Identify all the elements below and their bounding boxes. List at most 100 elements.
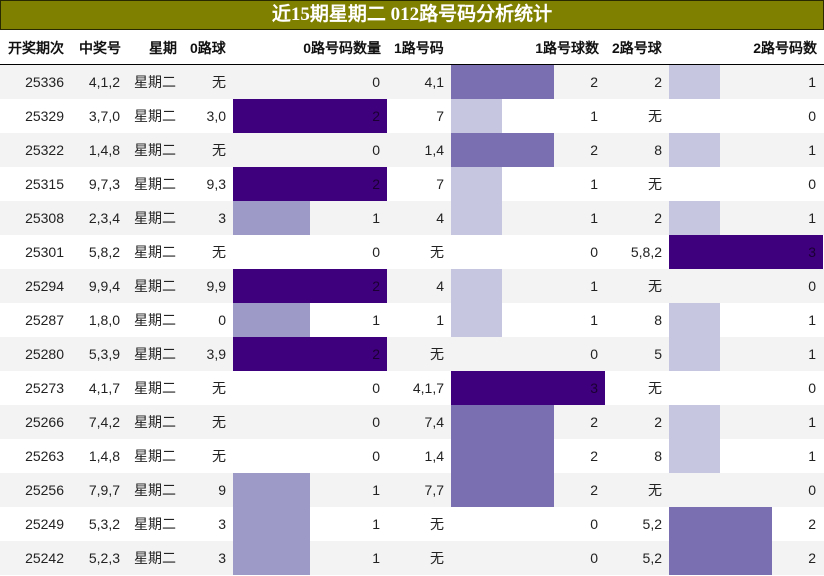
table-title: 近15期星期二 012路号码分析统计: [0, 0, 824, 30]
cell-road1-count: 0: [590, 550, 598, 566]
cell-weekday: 星期二: [134, 482, 176, 498]
cell-period: 25256: [25, 482, 64, 498]
cell-road2-balls: 2: [654, 74, 662, 90]
table-row[interactable]: 25249 5,3,2 星期二 3 1 无 0 5,2 2: [0, 507, 824, 541]
column-header-road1-count[interactable]: 1路号球数: [535, 40, 599, 56]
road1-count-bar: [451, 201, 502, 235]
cell-numbers: 4,1,7: [88, 380, 120, 396]
cell-road2-count: 0: [808, 176, 816, 192]
cell-road0-balls: 9,3: [206, 176, 226, 192]
cell-numbers: 5,8,2: [88, 244, 120, 260]
cell-weekday: 星期二: [134, 278, 176, 294]
road0-count-bar: [233, 269, 387, 303]
cell-road2-balls: 无: [648, 380, 662, 396]
cell-road1-count: 2: [590, 482, 598, 498]
road2-count-bar: [669, 65, 720, 99]
cell-road2-balls: 2: [654, 414, 662, 430]
road1-count-bar: [451, 65, 554, 99]
cell-period: 25336: [25, 74, 64, 90]
cell-road2-balls: 5,2: [642, 550, 662, 566]
road1-count-bar: [451, 133, 554, 167]
cell-weekday: 星期二: [134, 108, 176, 124]
road2-count-bar: [669, 235, 823, 269]
cell-numbers: 5,2,3: [88, 550, 120, 566]
cell-road2-count: 0: [808, 108, 816, 124]
cell-weekday: 星期二: [134, 142, 176, 158]
cell-road0-balls: 无: [212, 380, 226, 396]
cell-road0-balls: 3,0: [206, 108, 226, 124]
table-row[interactable]: 25315 9,7,3 星期二 9,3 2 7 1 无 0: [0, 167, 824, 201]
table-row[interactable]: 25301 5,8,2 星期二 无 0 无 0 5,8,2 3: [0, 235, 824, 269]
cell-weekday: 星期二: [134, 550, 176, 566]
cell-road0-count: 1: [372, 516, 380, 532]
road2-count-bar: [669, 439, 720, 473]
cell-road1-count: 0: [590, 346, 598, 362]
cell-weekday: 星期二: [134, 346, 176, 362]
cell-road0-balls: 3: [218, 550, 226, 566]
cell-road1-balls: 1: [436, 312, 444, 328]
road0-count-bar: [233, 99, 387, 133]
cell-numbers: 5,3,2: [88, 516, 120, 532]
cell-road1-balls: 4: [436, 278, 444, 294]
cell-road2-count: 1: [808, 210, 816, 226]
cell-road2-balls: 8: [654, 142, 662, 158]
cell-road1-balls: 7: [436, 108, 444, 124]
road2-count-bar: [669, 337, 720, 371]
table-header-row: 开奖期次 中奖号 星期 0路球 0路号码数量 1路号码 1路号球数 2路号球 2…: [0, 30, 824, 66]
column-header-road0-count[interactable]: 0路号码数量: [303, 40, 381, 56]
cell-road1-count: 2: [590, 74, 598, 90]
column-header-road0-balls[interactable]: 0路球: [190, 40, 226, 56]
cell-road2-balls: 2: [654, 210, 662, 226]
table-row[interactable]: 25322 1,4,8 星期二 无 0 1,4 2 8 1: [0, 133, 824, 167]
table-row[interactable]: 25256 7,9,7 星期二 9 1 7,7 2 无 0: [0, 473, 824, 507]
road1-count-bar: [451, 303, 502, 337]
cell-numbers: 4,1,2: [88, 74, 120, 90]
cell-period: 25322: [25, 142, 64, 158]
cell-road0-count: 1: [372, 210, 380, 226]
column-header-road2-count[interactable]: 2路号码数: [753, 40, 817, 56]
column-header-weekday[interactable]: 星期: [149, 40, 177, 56]
cell-period: 25329: [25, 108, 64, 124]
table-row[interactable]: 25273 4,1,7 星期二 无 0 4,1,7 3 无 0: [0, 371, 824, 405]
road0-count-bar: [233, 541, 310, 575]
column-header-period[interactable]: 开奖期次: [8, 40, 64, 56]
road0-count-bar: [233, 167, 387, 201]
table-row[interactable]: 25287 1,8,0 星期二 0 1 1 1 8 1: [0, 303, 824, 337]
cell-road2-count: 1: [808, 346, 816, 362]
cell-road1-count: 2: [590, 414, 598, 430]
column-header-numbers[interactable]: 中奖号: [79, 40, 121, 56]
cell-road0-balls: 0: [218, 312, 226, 328]
table-row[interactable]: 25336 4,1,2 星期二 无 0 4,1 2 2 1: [0, 65, 824, 99]
cell-road2-count: 2: [808, 516, 816, 532]
table-row[interactable]: 25263 1,4,8 星期二 无 0 1,4 2 8 1: [0, 439, 824, 473]
cell-period: 25287: [25, 312, 64, 328]
cell-road0-balls: 无: [212, 448, 226, 464]
cell-numbers: 1,8,0: [88, 312, 120, 328]
cell-road0-count: 1: [372, 312, 380, 328]
table-row[interactable]: 25294 9,9,4 星期二 9,9 2 4 1 无 0: [0, 269, 824, 303]
table-row[interactable]: 25266 7,4,2 星期二 无 0 7,4 2 2 1: [0, 405, 824, 439]
cell-road1-balls: 无: [430, 550, 444, 566]
cell-road1-balls: 1,4: [424, 448, 444, 464]
column-header-road2-balls[interactable]: 2路号球: [612, 40, 662, 56]
cell-road2-balls: 5: [654, 346, 662, 362]
table-row[interactable]: 25308 2,3,4 星期二 3 1 4 1 2 1: [0, 201, 824, 235]
table-row[interactable]: 25280 5,3,9 星期二 3,9 2 无 0 5 1: [0, 337, 824, 371]
cell-period: 25242: [25, 550, 64, 566]
cell-road0-balls: 3: [218, 516, 226, 532]
cell-road2-count: 0: [808, 482, 816, 498]
column-header-road1-balls[interactable]: 1路号码: [394, 40, 444, 56]
cell-period: 25263: [25, 448, 64, 464]
cell-road0-balls: 3,9: [206, 346, 226, 362]
road0-count-bar: [233, 507, 310, 541]
cell-numbers: 5,3,9: [88, 346, 120, 362]
road1-count-bar: [451, 99, 502, 133]
road2-count-bar: [669, 507, 772, 541]
road1-count-bar: [451, 473, 554, 507]
table-row[interactable]: 25329 3,7,0 星期二 3,0 2 7 1 无 0: [0, 99, 824, 133]
cell-weekday: 星期二: [134, 244, 176, 260]
cell-road0-count: 1: [372, 482, 380, 498]
cell-numbers: 9,7,3: [88, 176, 120, 192]
table-row[interactable]: 25242 5,2,3 星期二 3 1 无 0 5,2 2: [0, 541, 824, 575]
cell-road1-count: 0: [590, 244, 598, 260]
